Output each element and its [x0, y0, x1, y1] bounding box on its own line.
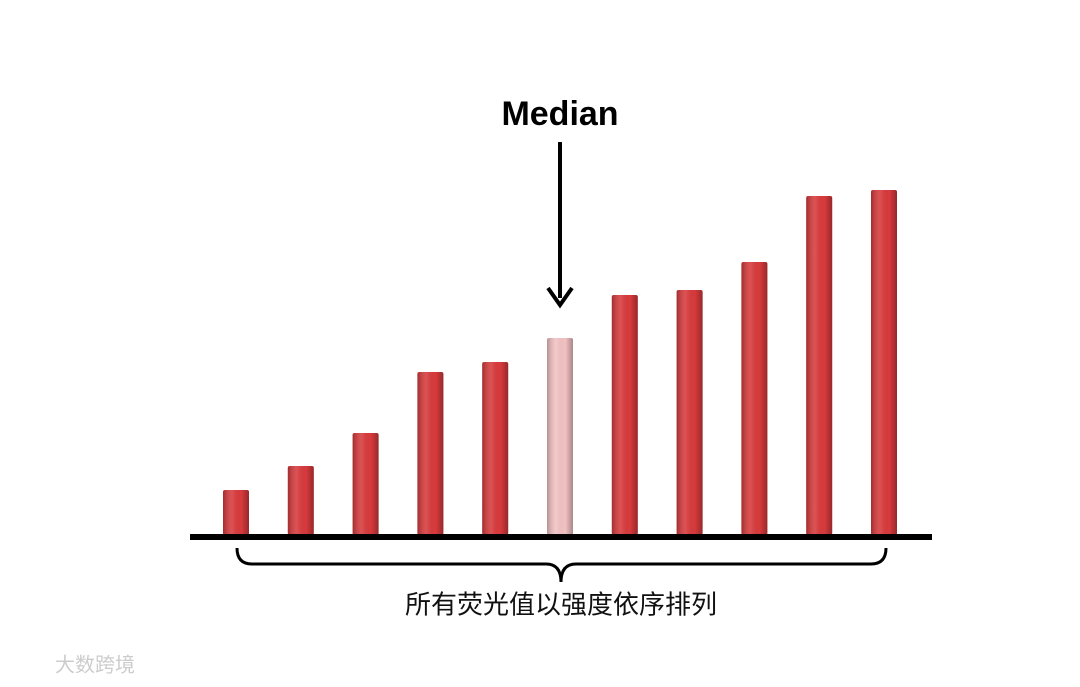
bar-shade [223, 490, 249, 535]
bar-shade [741, 262, 768, 535]
bar-shade [676, 290, 703, 535]
brace [235, 547, 888, 583]
bar-shade [352, 433, 379, 535]
watermark: 大数跨境 [55, 653, 135, 677]
bar-shade [611, 295, 638, 535]
bar-shade [806, 196, 833, 535]
bar-shade [871, 190, 897, 535]
bar-shade [482, 362, 509, 535]
median-arrow-head [546, 286, 574, 309]
bar-shade [547, 338, 573, 535]
x-axis-label: 所有荧光值以强度依序排列 [405, 591, 717, 621]
bar-shade [287, 466, 314, 535]
median-label: Median [501, 95, 618, 133]
bar-shade [417, 372, 444, 535]
